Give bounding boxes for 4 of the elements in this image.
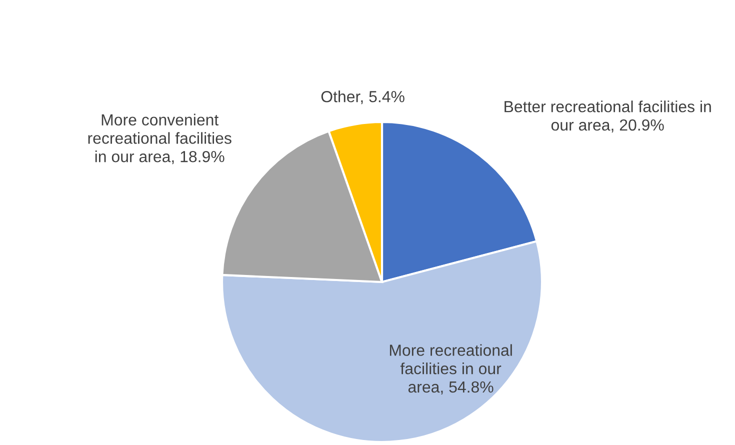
slice-label: More recreational facilities in our area, 54.8% — [390, 344, 512, 395]
slice-label: Other, 5.4% — [321, 90, 404, 104]
slice-label: More convenient recreational facilities in our area, 18.9% — [88, 114, 232, 164]
slice-label: Better recreational facilities in our area, 20.9% — [504, 100, 711, 133]
